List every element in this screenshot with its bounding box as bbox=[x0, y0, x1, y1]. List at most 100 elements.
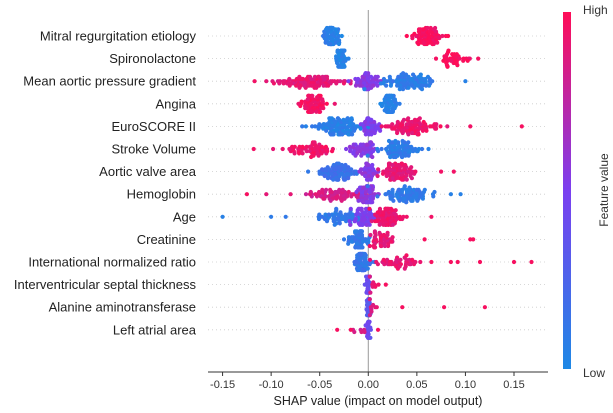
shap-point bbox=[363, 119, 368, 125]
shap-point bbox=[385, 206, 390, 211]
shap-point bbox=[393, 79, 398, 84]
colorbar-low-label: Low bbox=[583, 366, 605, 380]
shap-point bbox=[371, 280, 376, 285]
shap-point bbox=[307, 144, 312, 149]
shap-point bbox=[325, 149, 330, 154]
shap-point bbox=[374, 305, 379, 310]
shap-point bbox=[416, 74, 421, 79]
shap-point bbox=[344, 146, 349, 152]
shap-point bbox=[362, 128, 367, 133]
shap-point bbox=[334, 206, 339, 211]
shap-point bbox=[364, 290, 369, 295]
shap-point bbox=[324, 101, 329, 106]
shap-point bbox=[317, 171, 322, 176]
shap-point bbox=[367, 297, 372, 302]
shap-point bbox=[420, 128, 425, 133]
shap-point bbox=[310, 93, 315, 98]
shap-point bbox=[415, 83, 420, 88]
shap-point bbox=[426, 146, 431, 152]
shap-point bbox=[359, 229, 364, 234]
shap-point bbox=[304, 144, 309, 149]
shap-point bbox=[369, 132, 374, 137]
shap-point bbox=[348, 327, 353, 332]
shap-point bbox=[441, 58, 446, 63]
shap-point bbox=[307, 149, 312, 154]
shap-point bbox=[271, 146, 276, 152]
shap-point bbox=[379, 124, 384, 129]
shap-point bbox=[313, 192, 318, 197]
shap-point bbox=[281, 81, 286, 86]
shap-point bbox=[433, 56, 439, 61]
shap-point bbox=[317, 122, 322, 127]
shap-point bbox=[442, 54, 447, 59]
shap-point bbox=[337, 165, 342, 170]
shap-point bbox=[343, 162, 348, 168]
x-tick-label: 0.00 bbox=[358, 379, 379, 391]
shap-point bbox=[371, 149, 376, 154]
shap-point bbox=[371, 194, 376, 199]
shap-point bbox=[397, 87, 402, 92]
shap-point bbox=[323, 212, 328, 217]
shap-point bbox=[396, 74, 401, 79]
shap-point bbox=[330, 149, 335, 154]
beeswarm-points bbox=[220, 25, 534, 340]
shap-point bbox=[332, 222, 337, 227]
shap-point bbox=[386, 138, 392, 144]
shap-point bbox=[519, 124, 524, 129]
shap-point bbox=[413, 169, 418, 174]
shap-point bbox=[458, 192, 463, 197]
shap-point bbox=[383, 282, 388, 287]
shap-point bbox=[328, 25, 334, 31]
shap-point bbox=[307, 93, 312, 98]
shap-point bbox=[326, 83, 331, 88]
shap-point bbox=[442, 305, 447, 310]
colorbar: High Low Feature value bbox=[563, 3, 611, 380]
shap-point bbox=[346, 176, 351, 181]
shap-point bbox=[375, 194, 380, 199]
shap-point bbox=[372, 130, 377, 136]
shap-point bbox=[468, 124, 473, 129]
shap-point bbox=[418, 122, 423, 127]
shap-point bbox=[337, 173, 342, 179]
shap-point bbox=[367, 274, 372, 279]
shap-point bbox=[339, 48, 344, 53]
shap-point bbox=[416, 41, 421, 47]
shap-point bbox=[325, 176, 331, 181]
shap-point bbox=[337, 64, 342, 69]
shap-point bbox=[352, 259, 357, 265]
shap-point bbox=[308, 109, 313, 114]
shap-point bbox=[296, 101, 301, 106]
shap-point bbox=[342, 177, 347, 182]
shap-point bbox=[427, 83, 432, 88]
shap-point bbox=[446, 48, 451, 53]
shap-point bbox=[369, 74, 374, 79]
shap-point bbox=[381, 257, 386, 262]
x-tick-label: -0.15 bbox=[210, 379, 235, 391]
shap-point bbox=[402, 266, 407, 271]
shap-point bbox=[331, 219, 336, 224]
shap-point bbox=[388, 83, 393, 88]
shap-point bbox=[303, 106, 308, 111]
shap-point bbox=[404, 128, 409, 133]
shap-point bbox=[529, 259, 534, 265]
shap-point bbox=[368, 290, 373, 295]
x-tick-label: 0.10 bbox=[455, 379, 476, 391]
shap-point bbox=[399, 177, 405, 182]
shap-point bbox=[313, 124, 318, 129]
shap-point bbox=[398, 151, 403, 156]
shap-point bbox=[391, 198, 396, 203]
shap-point bbox=[375, 262, 380, 267]
shap-point bbox=[345, 116, 350, 121]
shap-point bbox=[292, 151, 297, 156]
shap-point bbox=[349, 235, 354, 240]
shap-point bbox=[389, 239, 394, 244]
shap-point bbox=[323, 144, 328, 149]
shap-point bbox=[411, 149, 416, 154]
shap-point bbox=[511, 259, 517, 265]
shap-point bbox=[336, 41, 342, 47]
shap-point bbox=[351, 122, 356, 127]
shap-point bbox=[408, 262, 413, 267]
shap-point bbox=[351, 151, 356, 156]
shap-point bbox=[400, 187, 405, 192]
shap-point bbox=[425, 25, 430, 31]
